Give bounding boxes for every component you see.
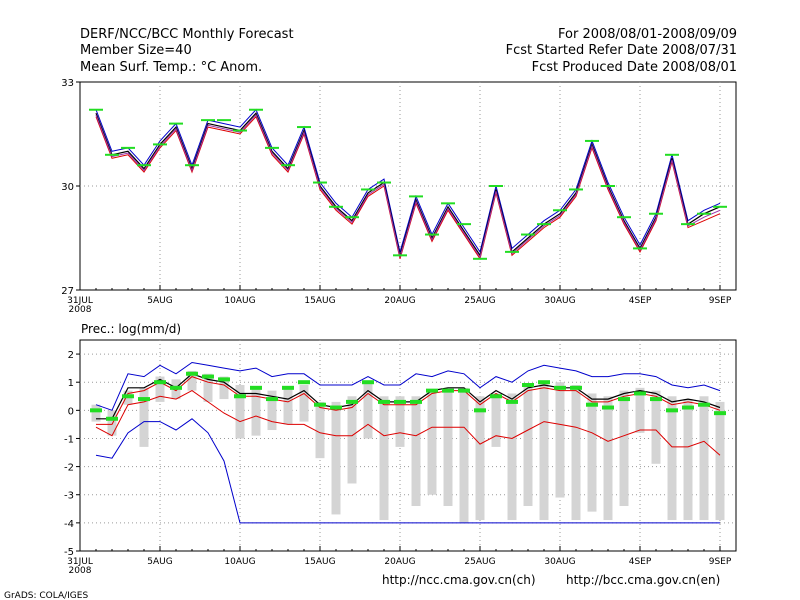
x-tick-label: 4SEP: [629, 557, 652, 567]
spread-bar: [107, 410, 117, 436]
series-line-upper: [95, 108, 721, 254]
x-tick-label: 15AUG: [304, 296, 335, 306]
spread-bar: [267, 390, 277, 431]
spread-bar: [555, 382, 565, 498]
x-tick-label-year: 2008: [69, 305, 92, 315]
x-tick-label: 25AUG: [464, 557, 495, 567]
series-line-lower: [95, 115, 721, 261]
plot-frame: [79, 339, 737, 552]
x-tick-label: 20AUG: [384, 296, 415, 306]
x-tick-label-year: 2008: [69, 566, 92, 576]
bcc-url[interactable]: http://bcc.cma.gov.cn(en): [566, 573, 720, 587]
spread-bar: [523, 385, 533, 506]
chart-title: DERF/NCC/BCC Monthly Forecast: [80, 27, 294, 42]
spread-bar: [347, 396, 357, 484]
fcst-produced-date: Fcst Produced Date 2008/08/01: [531, 60, 737, 75]
spread-bar: [235, 385, 245, 439]
grads-credit: GrADS: COLA/IGES: [4, 591, 88, 600]
series-line-lower-envelope: [95, 418, 720, 524]
series-line-upper-envelope: [95, 361, 721, 411]
spread-bar: [475, 396, 485, 521]
x-tick-label: 20AUG: [384, 557, 415, 567]
series-line-mean: [96, 373, 721, 420]
y-tick-label: 0: [68, 406, 74, 417]
spread-bar: [203, 373, 213, 402]
spread-bar: [715, 401, 725, 521]
spread-bar: [315, 401, 325, 459]
y-tick-label: -5: [64, 547, 74, 558]
x-tick-label: 31JUL: [67, 557, 93, 567]
x-tick-label: 5AUG: [147, 296, 172, 306]
x-tick-label: 10AUG: [224, 557, 255, 567]
spread-bar: [411, 396, 421, 506]
spread-bar: [619, 390, 629, 506]
y-tick-label: 27: [61, 286, 74, 297]
spread-bar: [651, 390, 661, 464]
x-tick-label: 31JUL: [67, 296, 93, 306]
spread-bar: [219, 376, 229, 400]
spread-bar: [427, 390, 437, 495]
spread-bar: [331, 401, 341, 515]
spread-bar: [283, 387, 293, 425]
spread-bar: [587, 393, 597, 512]
spread-bar: [683, 399, 693, 521]
spread-bar: [299, 385, 309, 422]
spread-bar: [363, 382, 373, 439]
series-line-mean: [95, 112, 721, 257]
x-tick-label: 5AUG: [147, 557, 172, 567]
spread-bar: [251, 387, 261, 436]
ncc-url[interactable]: http://ncc.cma.gov.cn(ch): [382, 573, 536, 587]
series-line-purple: [95, 113, 721, 259]
y-tick-label: 33: [61, 78, 74, 89]
spread-bar: [139, 387, 149, 447]
x-tick-label: 9SEP: [709, 557, 732, 567]
x-tick-label: 30AUG: [544, 557, 575, 567]
variable-label: Mean Surf. Temp.: °C Anom.: [80, 60, 263, 75]
spread-bar: [603, 396, 613, 521]
spread-bar: [699, 396, 709, 521]
x-tick-label: 30AUG: [544, 296, 575, 306]
spread-bar: [507, 393, 517, 521]
member-size: Member Size=40: [80, 43, 192, 58]
y-tick-label: 1: [68, 378, 74, 389]
spread-bar: [667, 396, 677, 521]
spread-bar: [539, 382, 549, 521]
y-tick-label: -4: [64, 519, 74, 530]
x-tick-label: 10AUG: [224, 296, 255, 306]
spread-bar: [459, 387, 469, 523]
fcst-started-date: Fcst Started Refer Date 2008/07/31: [505, 43, 737, 58]
y-tick-label: -2: [64, 463, 74, 474]
y-tick-label: 2: [68, 350, 74, 361]
spread-bar: [155, 376, 165, 402]
spread-bar: [571, 385, 581, 521]
spread-bar: [187, 370, 197, 391]
spread-bar: [491, 393, 501, 447]
spread-bar: [443, 390, 453, 506]
x-tick-label: 15AUG: [304, 557, 335, 567]
y-tick-label: 30: [61, 182, 74, 193]
x-tick-label: 25AUG: [464, 296, 495, 306]
spread-bar: [379, 396, 389, 521]
spread-bar: [91, 404, 101, 422]
x-tick-label: 4SEP: [629, 296, 652, 306]
y-tick-label: -1: [64, 434, 74, 445]
forecast-period: For 2008/08/01-2008/09/09: [558, 27, 737, 42]
x-tick-label: 9SEP: [709, 296, 732, 306]
y-tick-label: -3: [64, 491, 74, 502]
spread-bar: [635, 387, 645, 433]
spread-bar: [395, 396, 405, 447]
precipitation-title: Prec.: log(mm/d): [81, 322, 181, 336]
series-line-median: [96, 376, 721, 425]
series-line-lower-percentile: [95, 390, 721, 456]
